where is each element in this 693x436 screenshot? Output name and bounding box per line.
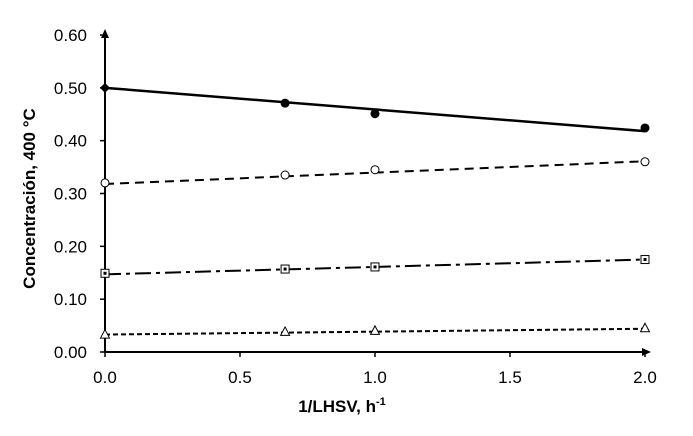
x-tick-label: 1.0: [363, 368, 387, 387]
data-point: [370, 109, 380, 119]
data-point-center: [643, 258, 647, 262]
x-axis: 0.0 0.5 1.0 1.5 2.0: [93, 348, 657, 387]
x-tick-label: 2.0: [633, 368, 657, 387]
data-point: [99, 328, 111, 339]
data-point: [100, 178, 110, 188]
x-axis-title-main: 1/LHSV, h: [298, 397, 376, 416]
data-point-center: [103, 271, 107, 275]
y-axis-title: Concentración, 400 °C: [20, 108, 39, 289]
data-point: [370, 165, 380, 175]
y-tick-label: 0.10: [54, 290, 87, 309]
series-3: [100, 255, 650, 278]
x-axis-title-superscript: -1: [376, 396, 386, 408]
x-tick-label: 0.0: [93, 368, 117, 387]
series-line: [104, 327, 646, 336]
y-axis-arrow: [101, 29, 109, 38]
y-tick-label: 0.00: [54, 343, 87, 362]
data-point: [280, 98, 290, 108]
y-axis: 0.00 0.10 0.20 0.30 0.40 0.50 0.60: [54, 26, 109, 362]
data-point-center: [373, 265, 377, 269]
y-tick-label: 0.50: [54, 79, 87, 98]
data-point: [100, 82, 110, 93]
data-point: [639, 322, 651, 333]
data-point: [369, 324, 381, 335]
series-layer: [99, 82, 651, 339]
x-tick-label: 1.5: [498, 368, 522, 387]
series-4: [99, 322, 651, 339]
y-tick-label: 0.40: [54, 132, 87, 151]
plot-area: 0.00 0.10 0.20 0.30 0.40 0.50 0.60 0.0 0.5 1.0 1.…: [54, 26, 657, 387]
y-tick-label: 0.20: [54, 237, 87, 256]
data-point-center: [283, 267, 287, 271]
data-point: [280, 170, 290, 180]
data-point: [279, 325, 291, 336]
series-1: [100, 82, 650, 133]
y-tick-label: 0.60: [54, 26, 87, 45]
y-tick-label: 0.30: [54, 185, 87, 204]
series-2: [100, 157, 650, 188]
data-point: [640, 157, 650, 167]
data-point: [640, 123, 650, 133]
x-axis-arrow: [642, 348, 651, 356]
x-tick-label: 0.5: [228, 368, 252, 387]
x-axis-title: 1/LHSV, h-1: [298, 396, 386, 416]
